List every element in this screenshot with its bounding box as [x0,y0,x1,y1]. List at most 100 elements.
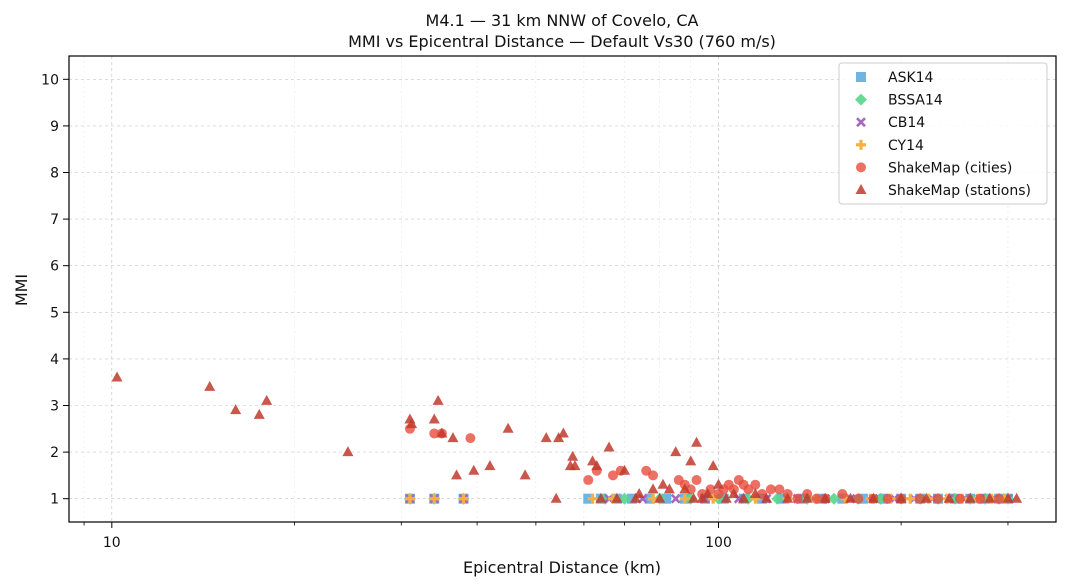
legend-marker [856,72,866,82]
data-point [603,441,615,452]
data-point [920,492,932,503]
data-point [749,488,761,499]
data-point [1011,492,1023,503]
data-point [550,492,562,503]
data-point [404,493,415,504]
legend-label: BSSA14 [888,93,943,109]
data-point [619,464,631,475]
legend-box [838,62,1048,205]
chart-title: M4.1 — 31 km NNW of Covelo, CA [426,11,699,30]
data-point [975,493,986,504]
data-point [801,492,813,503]
legend-label: ASK14 [888,70,934,86]
y-tick-label: 3 [50,399,59,415]
data-point [771,492,784,505]
y-tick-label: 6 [50,259,59,275]
data-point [429,428,440,439]
data-point [688,492,700,503]
data-point [819,492,831,503]
data-point [691,436,703,447]
data-point [591,460,603,471]
data-point [519,469,531,480]
legend-label: CB14 [888,115,925,131]
data-point [502,422,514,433]
series-5 [111,371,1023,503]
data-point [670,493,681,504]
legend-label: CY14 [888,138,924,154]
data-point [905,493,916,504]
data-point [853,493,864,504]
data-point [679,493,690,504]
data-point [702,488,714,499]
data-point [451,469,463,480]
data-point [657,478,669,489]
data-point [691,475,702,486]
data-point [943,492,955,503]
data-point-stroke [670,493,681,504]
data-point [557,427,569,438]
data-point [540,432,552,443]
data-point [932,493,943,504]
data-point [827,492,840,505]
data-point [465,433,476,444]
data-point [964,492,976,503]
legend-marker [856,139,866,150]
y-tick-label: 8 [50,166,59,182]
series-4 [404,423,1005,504]
data-point [567,450,579,461]
data-point [984,492,996,503]
data-point [720,492,732,503]
data-point [429,493,440,504]
data-point [1002,492,1014,503]
data-point [595,492,607,503]
data-point [633,488,645,499]
data-point [844,492,856,503]
data-point [895,492,907,503]
data-point [647,483,659,494]
x-tick-label: 10 [103,535,121,551]
data-point [867,492,879,503]
legend: ASK14 BSSA14 CB14 CY14 ShakeMap (cities) Shak… [838,62,1048,205]
data-point [626,493,637,504]
data-point [765,484,776,495]
legend-marker-stroke [856,117,866,128]
y-tick-label: 7 [50,212,59,228]
data-point [583,475,594,486]
data-point [406,418,418,429]
data-point [468,464,480,475]
data-point [569,460,581,471]
legend-label: ShakeMap (stations) [888,183,1031,199]
y-axis-label: MMI [12,274,31,306]
data-point [696,492,708,503]
data-point [750,479,761,490]
data-point [792,493,803,504]
data-point [648,470,659,481]
x-tick-label: 100 [705,535,732,551]
data-point [713,478,725,489]
legend-marker [856,117,866,128]
x-axis-label: Epicentral Distance (km) [463,558,661,577]
legend-marker [856,162,866,173]
data-point [882,493,893,504]
data-point [954,493,965,504]
data-point [111,371,123,382]
legend-marker [855,93,867,106]
data-point [428,413,440,424]
data-point [782,492,794,503]
y-tick-label: 5 [50,305,59,321]
data-point [774,484,785,495]
data-point [204,380,216,391]
data-point [738,492,750,503]
legend-marker [855,184,867,194]
data-point [708,493,719,504]
data-point [648,493,659,504]
data-point [707,460,719,471]
data-point [994,493,1005,504]
y-tick-label: 1 [50,492,59,508]
data-point [230,404,242,415]
data-point [607,470,618,481]
data-point [654,492,666,503]
data-point [761,492,773,503]
data-point [484,460,496,471]
